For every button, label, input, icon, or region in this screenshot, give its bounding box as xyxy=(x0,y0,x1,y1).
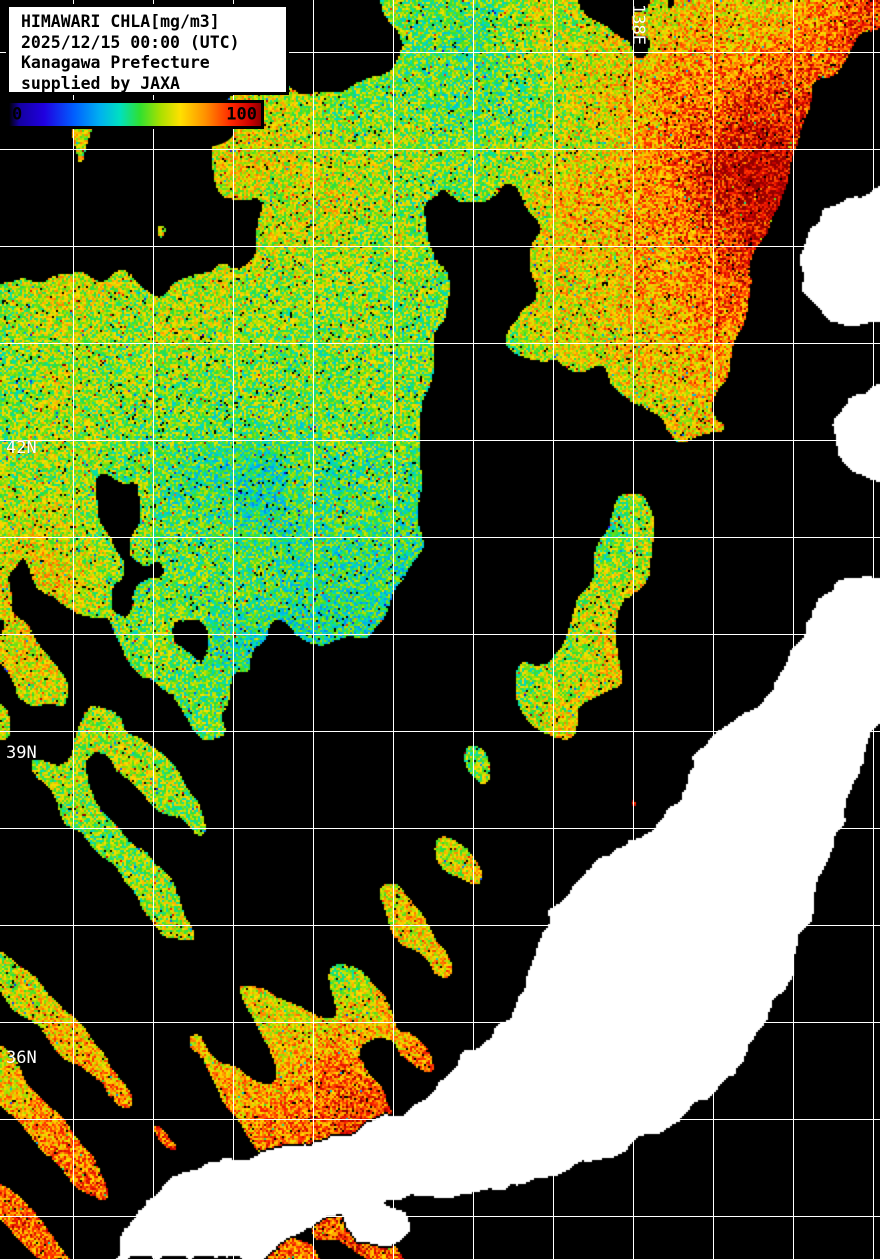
title-card: HIMAWARI CHLA[mg/m3] 2025/12/15 00:00 (U… xyxy=(6,4,289,95)
colorbar-max-label: 100 xyxy=(226,104,257,124)
title-line-region: Kanagawa Prefecture xyxy=(21,53,210,72)
colorbar-min-label: 0 xyxy=(12,104,23,124)
colorbar-gradient xyxy=(9,103,261,126)
title-line-datetime: 2025/12/15 00:00 (UTC) xyxy=(21,32,240,52)
colorbar: 0 100 xyxy=(6,100,264,129)
title-line-product: HIMAWARI CHLA[mg/m3] xyxy=(21,12,220,31)
title-line-provider: supplied by JAXA xyxy=(21,73,180,93)
